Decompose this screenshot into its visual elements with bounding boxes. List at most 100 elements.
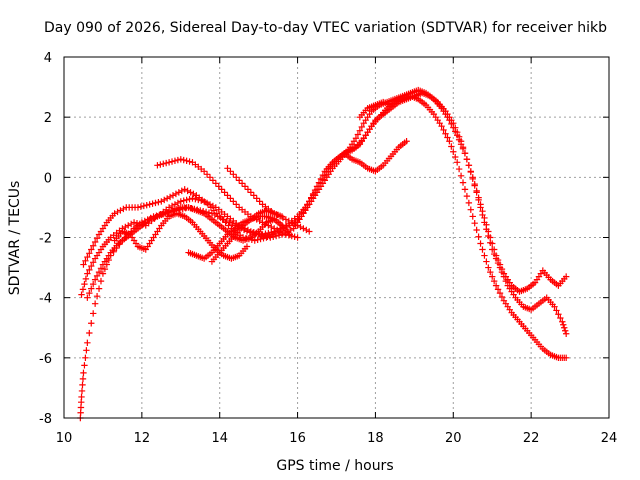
- y-tick-label: -6: [39, 352, 52, 367]
- data-point: [477, 201, 484, 208]
- data-point: [453, 132, 461, 139]
- data-point: [78, 291, 85, 298]
- data-point: [227, 168, 234, 175]
- data-point: [463, 192, 471, 200]
- x-tick-label: 10: [56, 431, 73, 446]
- data-point: [80, 261, 87, 268]
- data-point: [276, 228, 284, 235]
- data-point: [223, 217, 230, 225]
- data-point: [93, 235, 101, 242]
- data-point: [453, 159, 461, 166]
- data-point: [238, 180, 246, 187]
- data-point: [82, 354, 89, 362]
- data-point: [88, 320, 95, 327]
- data-point: [130, 219, 138, 226]
- data-point: [89, 280, 97, 288]
- data-point: [161, 196, 168, 204]
- data-point: [174, 156, 182, 164]
- data-point: [247, 189, 255, 196]
- data-point: [269, 231, 276, 238]
- data-point: [143, 201, 150, 209]
- data-point: [86, 289, 93, 297]
- data-point: [469, 174, 476, 181]
- data-point: [276, 213, 284, 220]
- data-point: [137, 203, 145, 210]
- data-point: [209, 177, 217, 184]
- y-tick-label: -2: [39, 232, 52, 247]
- data-point: [122, 223, 129, 231]
- data-point: [452, 153, 459, 161]
- data-point: [89, 310, 97, 317]
- data-point: [243, 243, 251, 250]
- data-point: [95, 268, 103, 276]
- data-point: [88, 246, 95, 253]
- data-point: [496, 261, 504, 268]
- data-point: [492, 252, 500, 259]
- plot-area: [77, 86, 570, 422]
- data-point: [180, 197, 187, 204]
- data-point: [457, 172, 465, 180]
- data-point: [498, 293, 506, 301]
- data-point: [134, 204, 142, 211]
- data-point: [452, 128, 459, 135]
- data-point: [229, 220, 236, 228]
- data-point: [492, 282, 500, 289]
- x-tick-label: 22: [523, 431, 540, 446]
- data-point: [83, 347, 90, 354]
- data-point: [485, 228, 492, 235]
- data-point: [395, 95, 402, 103]
- data-point: [247, 228, 255, 235]
- data-point: [279, 214, 287, 222]
- y-axis-label: SDTVAR / TECUs: [7, 181, 23, 296]
- data-point: [250, 192, 257, 199]
- data-point: [490, 246, 498, 253]
- data-point: [203, 171, 211, 178]
- data-point: [219, 216, 226, 223]
- data-point: [210, 207, 218, 214]
- y-tick-label: -4: [39, 292, 52, 307]
- data-point: [294, 234, 301, 241]
- data-point: [162, 159, 170, 167]
- data-point: [442, 130, 449, 137]
- data-point: [448, 143, 455, 150]
- data-point: [473, 226, 480, 234]
- data-point: [154, 162, 161, 169]
- data-point: [260, 235, 267, 242]
- data-point: [184, 187, 191, 195]
- data-point: [354, 131, 362, 138]
- data-point: [88, 285, 95, 292]
- data-point: [487, 234, 494, 241]
- data-point: [467, 206, 475, 213]
- data-point: [562, 327, 569, 334]
- data-point: [86, 329, 93, 337]
- data-point: [244, 186, 252, 193]
- data-point: [471, 220, 478, 227]
- y-axis: -8 -6 -4 -2 0 2 4: [39, 51, 609, 427]
- data-point: [259, 231, 266, 238]
- data-point: [288, 232, 295, 240]
- series-track-2: [78, 89, 570, 337]
- data-point: [254, 236, 261, 243]
- data-point: [257, 235, 264, 243]
- x-tick-label: 20: [445, 431, 462, 446]
- data-point: [174, 199, 182, 207]
- data-point: [459, 145, 467, 152]
- data-point: [93, 292, 101, 300]
- data-point: [450, 124, 457, 131]
- data-point: [227, 195, 234, 202]
- data-point: [158, 198, 165, 205]
- data-point: [181, 186, 188, 193]
- data-point: [189, 195, 196, 202]
- data-point: [84, 253, 91, 261]
- data-point: [79, 381, 86, 389]
- data-point: [86, 266, 93, 274]
- data-point: [262, 220, 269, 228]
- data-point: [251, 237, 258, 244]
- data-point: [111, 210, 118, 217]
- data-point: [283, 223, 291, 231]
- data-point: [200, 168, 208, 175]
- data-point: [265, 229, 272, 237]
- data-point: [78, 387, 86, 395]
- x-tick-label: 12: [134, 431, 151, 446]
